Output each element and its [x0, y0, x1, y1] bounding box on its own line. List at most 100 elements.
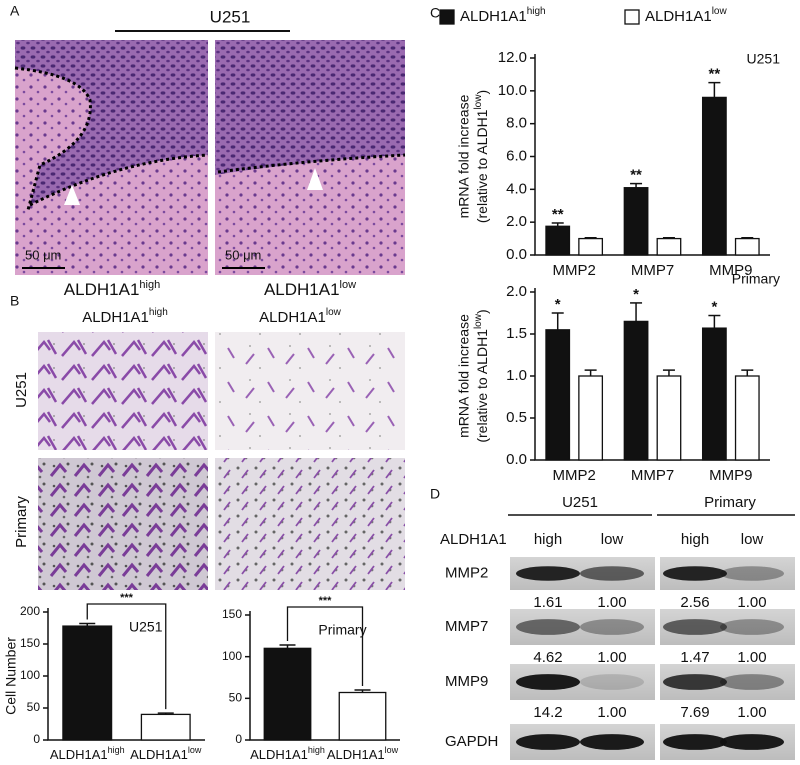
row-label: MMP7 [445, 618, 488, 635]
y-tick-label: 100 [222, 649, 242, 663]
row-label: MMP2 [445, 564, 488, 581]
bar [623, 187, 649, 256]
y-axis-label: (relative to ALDH1low) [473, 309, 490, 442]
y-tick-label: 2.0 [506, 283, 527, 300]
error-bar [662, 369, 675, 376]
x-tick-label-text: ALDH1A1 [50, 747, 108, 762]
x-tick-label-sup: high [108, 745, 125, 755]
blot-band [580, 566, 644, 581]
y-axis-label-text: (relative to ALDH1 [474, 329, 490, 443]
blot-band [720, 734, 784, 750]
error-bar [279, 644, 296, 649]
bar [140, 713, 191, 741]
bar [545, 225, 571, 256]
y-tick-label: 0.0 [506, 246, 527, 263]
bar [656, 375, 682, 461]
y-tick-label: 150 [20, 636, 40, 650]
y-tick-label: 6.0 [506, 147, 527, 164]
axis-line [534, 54, 770, 256]
blot-band [663, 734, 727, 750]
row-label: U251 [13, 372, 30, 408]
error-bar [708, 314, 721, 329]
legend-swatch [439, 9, 455, 25]
error-bar [630, 182, 643, 188]
panel-label: A [10, 3, 20, 19]
significance-label: ** [709, 66, 721, 83]
blot-band [663, 566, 727, 581]
blot-quantification: 1.00 [597, 649, 626, 666]
y-axis-label-text: (relative to ALDH1 [474, 109, 490, 223]
column-header: high [534, 531, 562, 548]
bar [701, 96, 727, 256]
panel-label: D [430, 486, 440, 502]
x-tick-label: ALDH1A1low [327, 745, 399, 762]
bar [545, 329, 571, 461]
bar [701, 327, 727, 461]
blot-quantification: 7.69 [680, 704, 709, 721]
group-sup: low [340, 279, 357, 291]
x-tick-label-text: ALDH1A1 [250, 747, 308, 762]
error-bar [741, 369, 754, 376]
y-axis-label-text: ) [474, 90, 490, 95]
annotation: U251 [747, 51, 781, 67]
histology-image [14, 40, 209, 275]
error-bar [741, 237, 754, 239]
blot-band [663, 619, 727, 635]
legend-label-sup: low [712, 6, 728, 17]
blot-band [663, 674, 727, 690]
significance-label: * [555, 296, 561, 313]
bar [338, 691, 387, 741]
y-tick-label: 0.0 [506, 451, 527, 468]
blot-quantification: 1.00 [737, 594, 766, 611]
y-tick-label: 50 [229, 691, 243, 705]
error-bar [584, 237, 597, 239]
blot-quantification: 1.00 [737, 649, 766, 666]
group-text: ALDH1A1 [264, 280, 340, 299]
error-bar [662, 237, 675, 239]
y-tick-label: 1.5 [506, 325, 527, 342]
bar [578, 375, 604, 461]
y-tick-label: 1.0 [506, 367, 527, 384]
bar [623, 320, 649, 461]
blot-band [516, 674, 580, 690]
blot-quantification: 1.47 [680, 649, 709, 666]
x-tick-label: ALDH1A1low [130, 745, 202, 762]
panel-label: C [430, 5, 440, 21]
blot-band [580, 734, 644, 750]
bar [62, 625, 113, 741]
significance-bracket [286, 606, 364, 686]
group-header: Primary [704, 494, 756, 511]
annotation: Primary [732, 271, 780, 287]
scale-bar-label: 50 μm [25, 247, 61, 262]
transwell-image [38, 332, 208, 450]
row-label: GAPDH [445, 733, 498, 750]
blot-quantification: 2.56 [680, 594, 709, 611]
blot-band [516, 619, 580, 635]
transwell-image [38, 458, 208, 590]
y-tick-label: 0 [33, 732, 40, 746]
axis-line [534, 288, 770, 461]
significance-label: *** [319, 595, 333, 607]
blot-band [516, 734, 580, 750]
error-bar [157, 712, 174, 715]
x-tick-label: MMP2 [552, 467, 595, 484]
x-tick-label-text: ALDH1A1 [130, 747, 188, 762]
panel-title: U251 [210, 7, 251, 26]
row-header: ALDH1A1 [440, 531, 507, 548]
y-axis-label: Cell Number [3, 637, 19, 715]
row-label: Primary [13, 496, 30, 548]
group-sup: low [326, 307, 342, 318]
column-header: low [741, 531, 764, 548]
group-text: ALDH1A1 [259, 309, 326, 326]
group-header: U251 [562, 494, 598, 511]
error-bar [584, 369, 597, 376]
blot-quantification: 1.00 [597, 594, 626, 611]
annotation: U251 [129, 619, 163, 635]
x-tick-label-sup: high [308, 745, 325, 755]
significance-label: ** [630, 167, 642, 184]
x-tick-label: MMP7 [631, 467, 674, 484]
y-tick-label: 50 [27, 700, 41, 714]
group-label: ALDH1A1high [64, 279, 160, 300]
western-blot [510, 557, 795, 760]
y-tick-label: 8.0 [506, 115, 527, 132]
